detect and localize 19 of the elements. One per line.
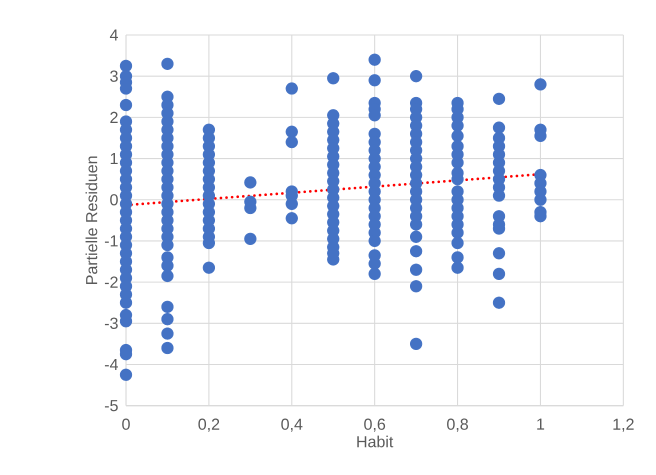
x-tick-label: 0	[122, 418, 130, 430]
y-tick-label: -2	[104, 276, 118, 288]
y-tick-label: -5	[104, 400, 118, 412]
y-tick-label: 3	[110, 70, 118, 82]
y-tick-label: 1	[110, 153, 118, 164]
x-tick-label: 1,2	[613, 418, 634, 432]
x-tick-label: 0,6	[364, 418, 386, 432]
x-tick-label: 0,2	[198, 418, 220, 432]
y-tick-label: 2	[110, 112, 118, 123]
y-tick-label: 4	[110, 30, 118, 41]
x-tick-label: 1	[537, 418, 544, 430]
y-tick-label: -1	[104, 235, 118, 246]
x-tick-label: 0,4	[281, 418, 302, 432]
y-tick-label: -3	[104, 318, 118, 329]
y-tick-label: 0	[110, 194, 118, 206]
y-axis-title: Partielle Residuen	[86, 156, 98, 284]
y-tick-label: -4	[104, 358, 118, 370]
x-axis-title: Habit	[357, 436, 394, 448]
x-tick-label: 0,8	[447, 418, 468, 432]
